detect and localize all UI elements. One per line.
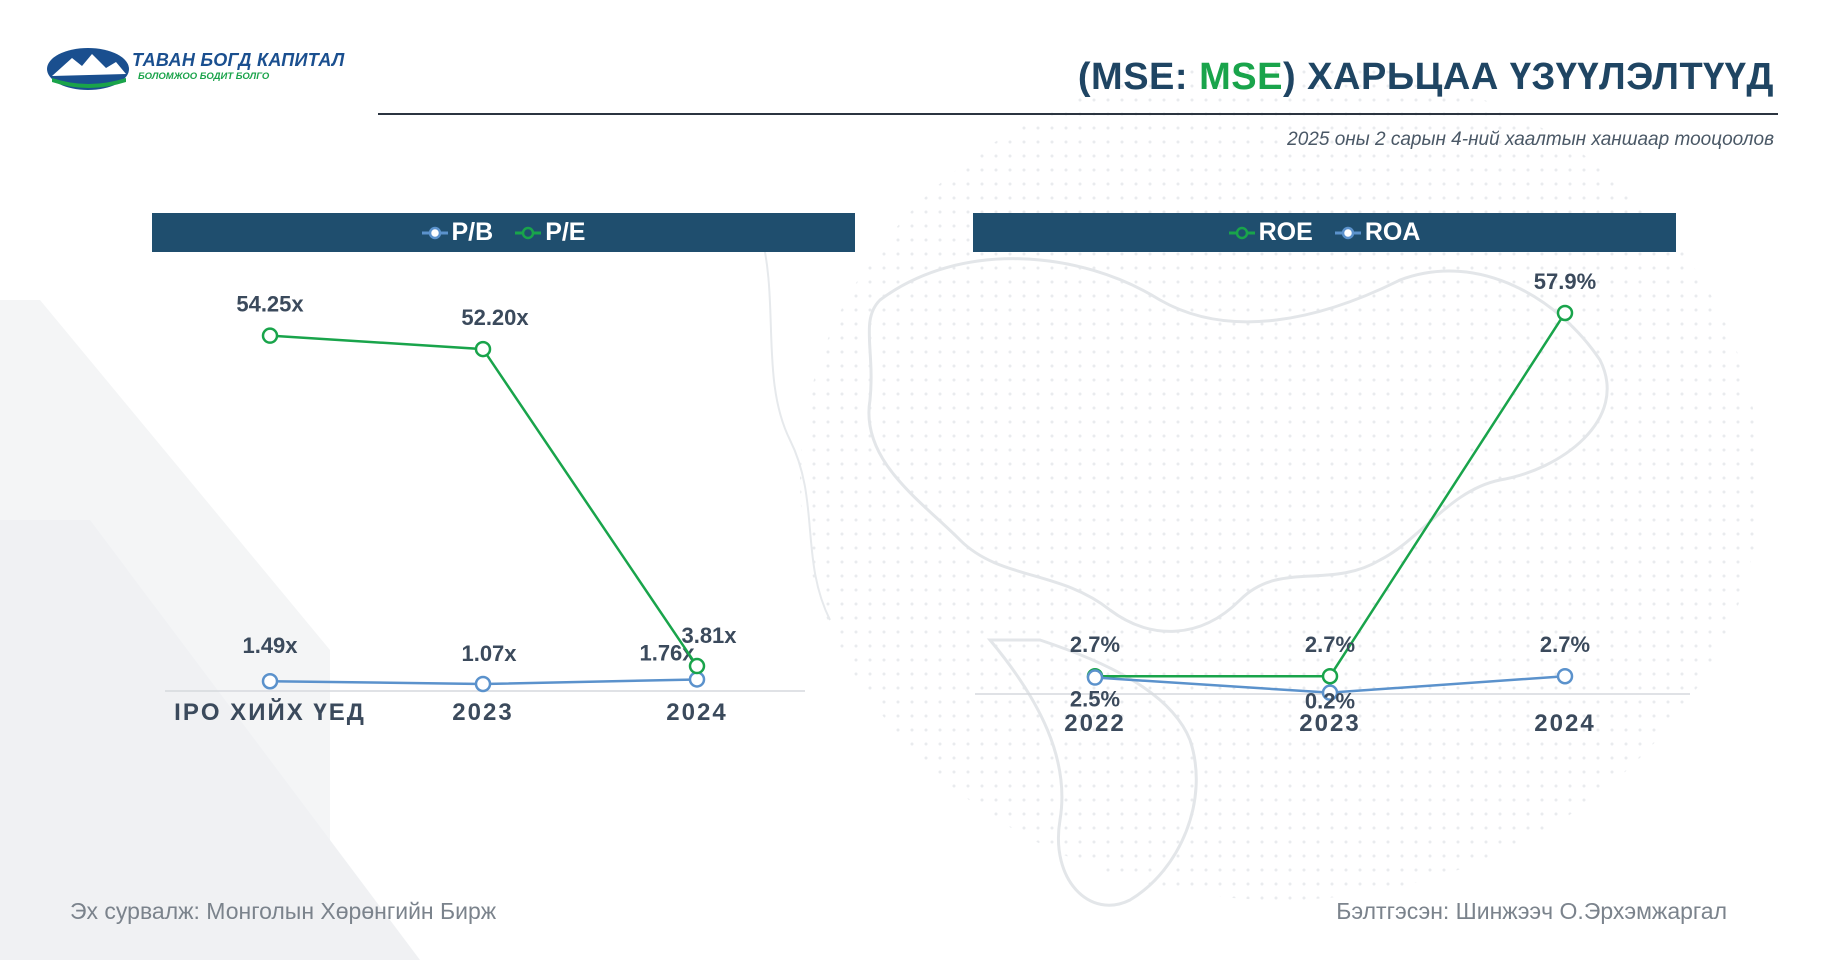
valuation-chart: IPO ХИЙХ ҮЕД 2023 2024 1.49x 1.07x 1.76x 54.25…: [165, 292, 805, 726]
page-subtitle: 2025 оны 2 сарын 4-ний хаалтын ханшаар т…: [1287, 129, 1774, 150]
legend-valuation: P/B P/E: [152, 213, 855, 252]
x-tick-label: 2024: [666, 699, 727, 726]
data-point: [1321, 684, 1339, 701]
roa-line-marker-icon: [1334, 226, 1361, 239]
title-divider: [378, 113, 1778, 115]
x-tick-label: 2022: [1064, 710, 1125, 737]
legend-item-pe: P/E: [515, 218, 585, 247]
series-line-roe: [1095, 312, 1567, 678]
x-tick-label: 2023: [452, 699, 513, 726]
data-label: 0.2%: [1305, 689, 1355, 714]
source-note: Эх сурвалж: Монголын Хөрөнгийн Бирж: [70, 898, 497, 924]
data-label: 1.76x: [639, 640, 695, 665]
x-tick-label: 2024: [1534, 710, 1595, 737]
data-point: [1086, 669, 1104, 686]
pb-line-marker-icon: [421, 226, 448, 239]
series-line-pe: [269, 334, 699, 667]
profitability-chart: 2022 2023 2024 2.7% 2.7% 57.9% 2.5% 0.2% 2.7%: [975, 269, 1690, 737]
data-point: [1556, 304, 1574, 322]
x-tick-label: IPO ХИЙХ ҮЕД: [174, 698, 366, 726]
brand-name: ТАВАН БОГД КАПИТАЛ: [132, 50, 345, 70]
x-tick-label: 2023: [1299, 710, 1360, 737]
legend-item-pb: P/B: [421, 218, 494, 247]
data-point: [1321, 667, 1339, 685]
data-point: [474, 675, 492, 693]
data-label: 3.81x: [681, 623, 737, 648]
roe-line-marker-icon: [1228, 226, 1255, 239]
pe-line-marker-icon: [515, 226, 542, 239]
legend-label-pe: P/E: [545, 218, 586, 246]
data-point: [688, 671, 706, 688]
data-point: [688, 657, 706, 675]
data-point: [474, 340, 492, 358]
brand-slogan: БОЛОМЖОО БОДИТ БОЛГО: [138, 71, 270, 82]
company-logo: ТАВАН БОГД КАПИТАЛ БОЛОМЖОО БОДИТ БОЛГО: [46, 46, 346, 92]
data-label: 1.49x: [242, 633, 298, 658]
title-prefix: (MSE:: [1077, 56, 1200, 98]
data-label: 2.5%: [1070, 687, 1120, 712]
legend-item-roe: ROE: [1228, 218, 1313, 247]
legend-label-roa: ROA: [1364, 218, 1421, 246]
data-label: 2.7%: [1305, 632, 1355, 657]
legend-label-roe: ROE: [1258, 218, 1313, 246]
legend-profitability: ROE ROA: [973, 213, 1676, 252]
title-suffix: ) ХАРЬЦАА ҮЗҮҮЛЭЛТҮҮД: [1282, 56, 1774, 98]
title-ticker: MSE: [1199, 56, 1283, 98]
data-label: 52.20x: [461, 305, 529, 330]
data-label: 1.07x: [461, 641, 517, 666]
mountain-logo-icon: [47, 48, 129, 90]
page-title: (MSE: MSE) ХАРЬЦАА ҮЗҮҮЛЭЛТҮҮД: [1078, 56, 1774, 99]
data-label: 57.9%: [1534, 269, 1596, 294]
data-point: [261, 672, 279, 690]
data-label: 2.7%: [1540, 632, 1590, 657]
data-label: 2.7%: [1070, 632, 1120, 657]
legend-item-roa: ROA: [1334, 218, 1421, 247]
data-label: 54.25x: [236, 292, 304, 317]
data-point: [1556, 667, 1574, 685]
data-point: [261, 327, 279, 344]
legend-label-pb: P/B: [451, 218, 494, 246]
author-note: Бэлтгэсэн: Шинжээч О.Эрхэмжаргал: [1336, 898, 1727, 924]
